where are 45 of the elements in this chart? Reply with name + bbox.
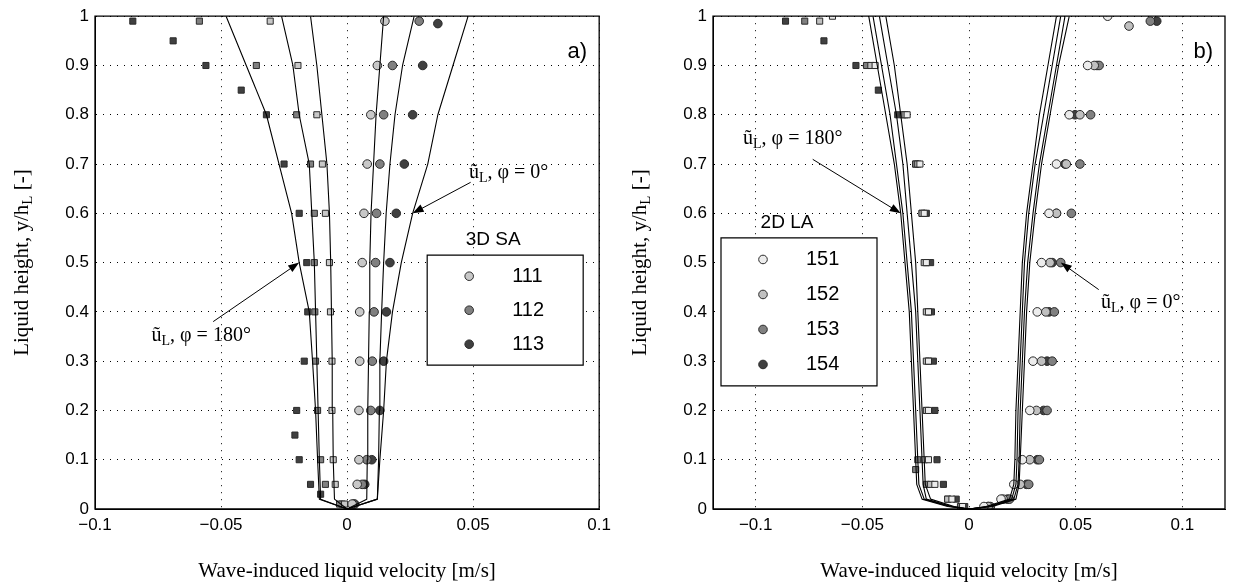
x-axis-title: Wave-induced liquid velocity [m/s] xyxy=(198,557,496,582)
y-tick-label: 0 xyxy=(697,498,707,518)
y-tick-label: 0.1 xyxy=(683,449,707,469)
x-tick-label: −0.05 xyxy=(840,514,884,534)
x-tick-label: 0.1 xyxy=(1170,514,1195,534)
legend-label: 152 xyxy=(806,281,840,304)
text: b) xyxy=(1193,38,1213,64)
legend-label: 151 xyxy=(806,246,840,269)
legend-title: 2D LA xyxy=(760,210,814,232)
y-tick-label: 0.6 xyxy=(683,203,707,223)
x-tick-label: 0.05 xyxy=(1059,514,1093,534)
legend-label: 111 xyxy=(512,263,543,286)
x-tick-label: 0.1 xyxy=(587,514,611,534)
y-tick-label: 1 xyxy=(79,5,89,25)
y-tick-label: 0.8 xyxy=(683,104,707,124)
y-tick-label: 0.4 xyxy=(683,301,707,321)
y-tick-label: 0.9 xyxy=(65,55,89,75)
y-tick-label: 0.6 xyxy=(65,203,89,223)
x-tick-label: 0 xyxy=(342,514,352,534)
x-tick-label: −0.1 xyxy=(738,514,773,534)
legend-label: 154 xyxy=(806,351,840,374)
y-tick-label: 0.7 xyxy=(65,153,89,173)
y-tick-label: 0.7 xyxy=(683,153,707,173)
y-tick-label: 0.5 xyxy=(683,252,707,272)
x-tick-label: −0.05 xyxy=(199,514,243,534)
text: a) xyxy=(567,38,588,64)
y-tick-label: 0.9 xyxy=(683,55,707,75)
y-axis-title: Liquid height, y/hL [-] xyxy=(626,169,654,356)
y-tick-label: 1 xyxy=(697,5,707,25)
legend-title: 3D SA xyxy=(465,227,521,249)
y-tick-label: 0.1 xyxy=(65,449,89,469)
y-tick-label: 0.3 xyxy=(683,350,707,370)
y-tick-label: 0.4 xyxy=(65,301,89,321)
y-tick-label: 0.2 xyxy=(683,400,707,420)
legend-label: 113 xyxy=(512,331,545,354)
y-axis-title: Liquid height, y/hL [-] xyxy=(8,169,36,356)
x-tick-label: 0.05 xyxy=(456,514,490,534)
y-tick-label: 0.2 xyxy=(65,400,89,420)
legend-label: 153 xyxy=(806,316,840,339)
x-tick-label: 0 xyxy=(964,514,974,534)
y-tick-label: 0.8 xyxy=(65,104,89,124)
y-tick-label: 0.3 xyxy=(65,350,89,370)
y-tick-label: 0.5 xyxy=(65,252,89,272)
x-axis-title: Wave-induced liquid velocity [m/s] xyxy=(820,557,1118,582)
legend-label: 112 xyxy=(512,297,545,320)
